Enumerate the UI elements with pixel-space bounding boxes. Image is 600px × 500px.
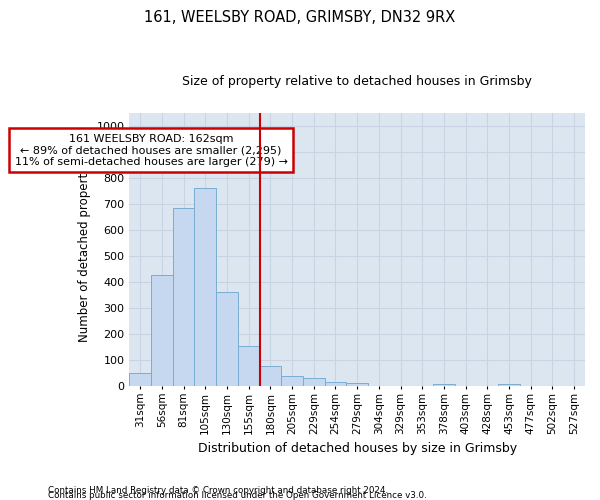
Bar [433,384,455,386]
Text: 161, WEELSBY ROAD, GRIMSBY, DN32 9RX: 161, WEELSBY ROAD, GRIMSBY, DN32 9RX [145,10,455,25]
X-axis label: Distribution of detached houses by size in Grimsby: Distribution of detached houses by size … [197,442,517,455]
Bar [151,276,173,386]
Bar [325,382,346,386]
Bar [130,373,151,386]
Bar [173,208,194,386]
Bar [346,383,368,386]
Text: Contains public sector information licensed under the Open Government Licence v3: Contains public sector information licen… [48,491,427,500]
Text: Contains HM Land Registry data © Crown copyright and database right 2024.: Contains HM Land Registry data © Crown c… [48,486,388,495]
Bar [281,376,303,386]
Bar [260,366,281,386]
Bar [194,188,216,386]
Bar [498,384,520,386]
Y-axis label: Number of detached properties: Number of detached properties [78,156,91,342]
Title: Size of property relative to detached houses in Grimsby: Size of property relative to detached ho… [182,75,532,88]
Text: 161 WEELSBY ROAD: 162sqm
← 89% of detached houses are smaller (2,295)
11% of sem: 161 WEELSBY ROAD: 162sqm ← 89% of detach… [14,134,287,167]
Bar [303,378,325,386]
Bar [238,346,260,386]
Bar [216,292,238,386]
